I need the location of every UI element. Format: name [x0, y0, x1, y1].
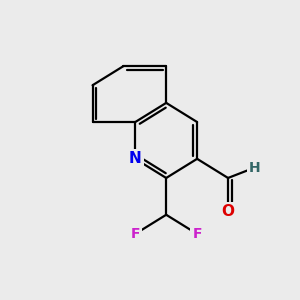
- Text: H: H: [249, 161, 260, 175]
- Text: F: F: [130, 227, 140, 241]
- Text: O: O: [221, 204, 235, 219]
- Text: F: F: [192, 227, 202, 241]
- Text: N: N: [129, 151, 142, 166]
